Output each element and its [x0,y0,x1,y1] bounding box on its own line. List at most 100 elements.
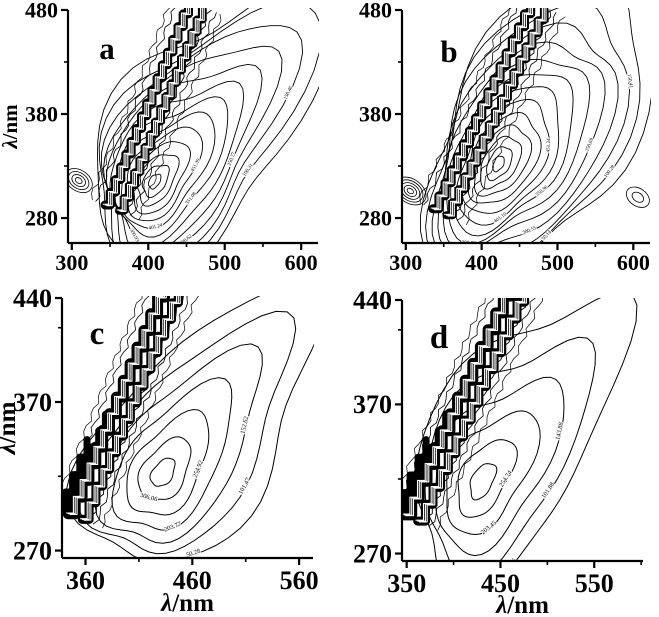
band-texture [102,8,205,212]
contour-label: 300.83 [461,240,476,247]
band-texture-line [430,8,530,209]
contour-ring [437,22,619,242]
contour-label: 143.88 [555,422,566,441]
band-edge-line [428,8,527,208]
axes [395,298,643,568]
band-edge-line [436,8,535,211]
plot-area: 50.14100.28150.41200.55250.69300.83350.9… [403,8,651,247]
axes [395,8,650,250]
band-edge-line [403,298,500,514]
y-tick-label: 480 [359,0,392,22]
panel-letter: c [90,316,105,352]
contour-rings [414,298,638,560]
band-texture-line [118,8,203,212]
band-fringe-line [139,13,222,220]
band-texture-line [120,8,205,212]
x-axis-title: λ/nm [160,590,214,617]
band-edge-line [86,296,183,522]
contour-ring [492,155,505,173]
satellite-ring [69,171,90,191]
band-texture-line [403,298,504,516]
contour-label: 101.47 [237,476,252,496]
band-texture [430,8,547,217]
contour-ring [425,8,641,242]
band-fringe-line [419,8,510,204]
panel-b: 50.14100.28150.41200.55250.69300.83350.9… [359,0,651,275]
contour-ring [469,463,498,501]
band-texture-line [447,8,547,217]
band-fringe-line [91,8,171,201]
contour-ring [434,376,565,557]
satellite-rings [69,168,93,194]
band-fringe-line [403,298,486,479]
contour-ring [126,408,210,516]
x-tick-label: 500 [541,250,574,275]
axes [55,296,313,565]
band-edge-line [122,8,207,213]
satellite-ring [625,186,650,208]
band-texture-line [418,298,527,523]
contour-ring [109,80,245,242]
y-tick-label: 440 [353,286,392,315]
contour-ring [419,8,651,242]
y-axis-title: λ/nm [0,104,22,150]
contour-ring [111,377,233,531]
contour-ring [97,8,319,242]
satellite-ring [71,174,86,188]
band-edge-line [72,296,169,516]
band-texture [403,298,527,523]
contour-ring [131,141,191,215]
x-tick-label: 450 [481,569,520,598]
band-texture-line [432,8,532,210]
band-fringe-line [456,12,557,221]
panel-a: 50.15100.31150.46200.62250.77300.93351.0… [0,0,319,275]
band-stripe [63,410,110,517]
y-tick-label: 380 [25,101,58,126]
band-texture-line [444,8,543,215]
panel-letter: a [99,31,115,66]
contour-label: 401.24 [148,222,164,231]
contour-ring [78,310,297,555]
contour-ring [98,8,319,242]
contour-label: 150.46 [283,85,295,101]
contour-label: 203.77 [163,520,183,533]
contour-label: 203.45 [480,520,498,537]
x-tick-label: 560 [280,566,319,595]
satellite-ring [631,191,645,203]
band-edge-line [450,8,549,218]
contour-label: 401.10 [493,211,508,224]
x-tick-label: 460 [173,566,212,595]
band-texture-line [403,298,503,515]
contour-ring [467,111,542,204]
contour-label: 250.69 [584,137,595,153]
band-edge-line [407,298,516,517]
contour-ring [137,436,192,500]
band-fringe-line [92,296,189,525]
satellite-ring [403,185,418,197]
contour-label: 300.93 [128,228,140,244]
contour-ring [94,343,263,544]
contour-ring [457,439,518,518]
x-axis-title: λ/nm [495,592,549,617]
x-tick-label: 350 [387,569,426,598]
band-texture-line [104,8,189,206]
band-edge-line [63,296,154,513]
scatter-band [63,296,199,529]
panel-c: 50.28 101.47 152.62 203.77 254.92 306.06 360 46… [0,284,319,617]
extra_blob-rings [625,186,650,208]
band-fringe-line [102,296,199,529]
band-edge-line [413,298,521,520]
contour-ring [66,296,314,557]
contour-ring [474,124,533,197]
band-texture [65,296,181,521]
y-tick-label: 270 [13,536,52,565]
y-tick-label: 280 [25,206,58,231]
y-tick-label: 440 [13,284,52,313]
y-axis-title: λ/nm [0,401,21,455]
band-edge-line [109,8,193,207]
band-texture-line [67,296,166,515]
x-tick-label: 300 [389,250,422,275]
